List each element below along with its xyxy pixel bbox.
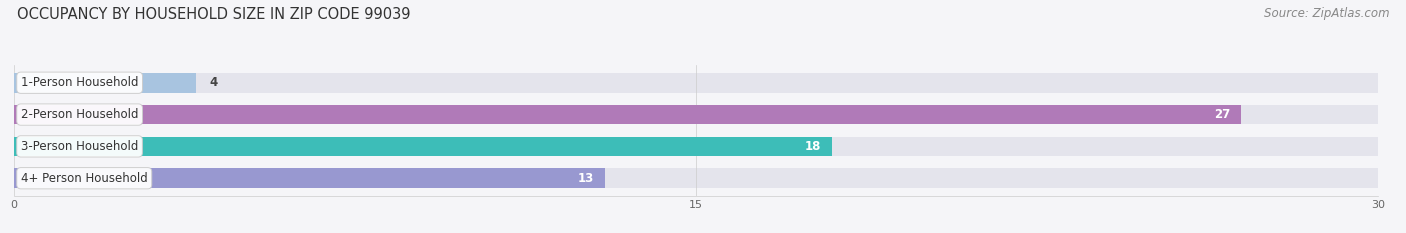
Text: 4: 4 <box>209 76 218 89</box>
Text: 1-Person Household: 1-Person Household <box>21 76 138 89</box>
Bar <box>14 137 832 156</box>
Text: 3-Person Household: 3-Person Household <box>21 140 138 153</box>
Bar <box>14 137 1378 156</box>
Text: 13: 13 <box>578 172 593 185</box>
Text: 4+ Person Household: 4+ Person Household <box>21 172 148 185</box>
Text: OCCUPANCY BY HOUSEHOLD SIZE IN ZIP CODE 99039: OCCUPANCY BY HOUSEHOLD SIZE IN ZIP CODE … <box>17 7 411 22</box>
Bar <box>14 168 1378 188</box>
Bar <box>14 105 1241 124</box>
Bar <box>14 73 1378 93</box>
Bar <box>14 73 195 93</box>
Text: Source: ZipAtlas.com: Source: ZipAtlas.com <box>1264 7 1389 20</box>
Text: 27: 27 <box>1213 108 1230 121</box>
Text: 18: 18 <box>804 140 821 153</box>
Bar <box>14 168 605 188</box>
Text: 2-Person Household: 2-Person Household <box>21 108 138 121</box>
Bar <box>14 105 1378 124</box>
